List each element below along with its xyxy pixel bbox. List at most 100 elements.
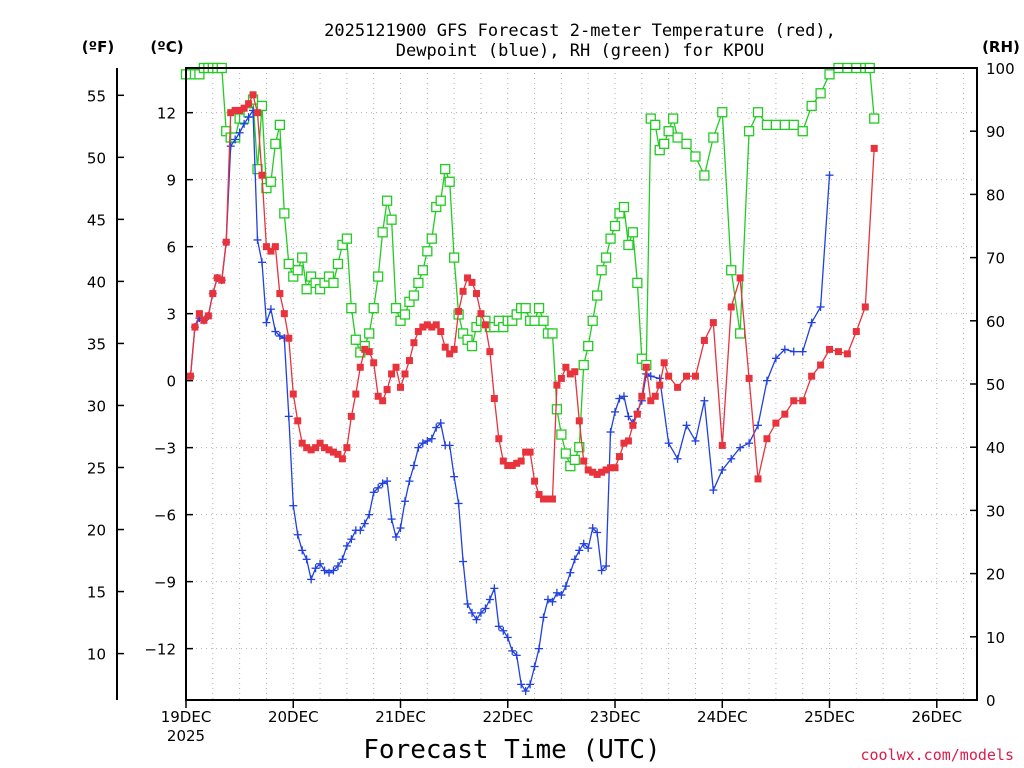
grid xyxy=(186,68,977,700)
dewpoint-point xyxy=(557,591,566,600)
rh-point xyxy=(770,119,782,131)
temperature-point xyxy=(598,468,606,476)
dewpoint-point xyxy=(262,318,271,327)
dewpoint-point xyxy=(579,539,588,548)
temperature-point xyxy=(736,274,744,282)
temperature-point xyxy=(754,475,762,483)
dewpoint-point xyxy=(298,546,307,555)
rh-point xyxy=(256,100,268,112)
dewpoint-point xyxy=(771,354,780,363)
rh-point xyxy=(650,119,661,131)
temperature-point xyxy=(361,345,369,353)
rh-point xyxy=(346,303,357,314)
temperature-point xyxy=(397,383,405,391)
temperature-point xyxy=(213,274,221,282)
rh-point xyxy=(364,328,375,339)
temperature-point xyxy=(365,348,373,356)
dewpoint-point xyxy=(226,142,235,151)
celsius-tick-label: −9 xyxy=(154,574,176,592)
temperature-point xyxy=(495,435,503,443)
temperature-point xyxy=(437,328,445,336)
dewpoint-point xyxy=(673,454,682,463)
dewpoint-point xyxy=(302,555,311,564)
dewpoint-point xyxy=(494,622,503,631)
dewpoint-point xyxy=(414,443,423,452)
series-layer xyxy=(180,62,880,696)
rh-point xyxy=(279,208,290,219)
dewpoint-point xyxy=(436,419,445,428)
celsius-tick-label: 12 xyxy=(157,105,176,123)
rh-point xyxy=(779,119,790,131)
temperature-point xyxy=(347,412,355,420)
dewpoint-point xyxy=(289,501,298,510)
rh-point xyxy=(690,151,701,162)
temperature-point xyxy=(262,243,270,251)
celsius-tick-label: 9 xyxy=(166,172,176,190)
temperature-point xyxy=(870,144,878,152)
dewpoint-point xyxy=(320,566,329,575)
temperature-point xyxy=(343,444,351,452)
rh-tick-label: 70 xyxy=(986,250,1005,268)
temperature-point xyxy=(222,238,230,246)
rh-point xyxy=(547,328,558,339)
temperature-point xyxy=(312,444,320,452)
temperature-point xyxy=(683,372,691,380)
dewpoint-point xyxy=(566,568,575,577)
temperature-point xyxy=(571,368,579,376)
rh-point xyxy=(717,107,728,118)
rh-tick-label: 10 xyxy=(986,629,1005,647)
dewpoint-point xyxy=(584,544,593,553)
dewpoint-point xyxy=(754,421,763,430)
temperature-point xyxy=(267,247,275,255)
dewpoint-point xyxy=(450,472,459,481)
temperature-point xyxy=(236,106,244,114)
x-tick-label: 23DEC xyxy=(590,708,641,726)
credit-link[interactable]: coolwx.com/models xyxy=(860,746,1014,764)
fahrenheit-tick-label: 35 xyxy=(87,335,106,353)
rh-point xyxy=(699,170,710,181)
dewpoint-point xyxy=(700,396,709,405)
temperature-point xyxy=(231,106,239,114)
dewpoint-point xyxy=(231,135,240,144)
temperature-point xyxy=(379,397,387,405)
temperature-point xyxy=(557,374,565,382)
rh-tick-label: 50 xyxy=(986,376,1005,394)
rh-point xyxy=(627,227,639,238)
rh-point xyxy=(618,201,630,213)
temperature-point xyxy=(535,491,543,499)
temperature-point xyxy=(781,410,789,418)
rh-point xyxy=(274,119,285,131)
temperature-point xyxy=(441,343,449,351)
temperature-point xyxy=(303,444,311,452)
rh-point xyxy=(609,220,621,232)
temperature-point xyxy=(204,312,212,320)
temperature-point xyxy=(464,274,472,282)
rh-point xyxy=(591,290,603,301)
rh-point xyxy=(538,315,549,326)
dewpoint-point xyxy=(333,562,342,571)
temperature-point xyxy=(665,372,673,380)
temperature-point xyxy=(316,439,324,447)
temperature-point xyxy=(553,381,561,389)
x-tick-label: 24DEC xyxy=(697,708,748,726)
temperature-point xyxy=(562,363,570,371)
chart-title-line2: Dewpoint (blue), RH (green) for KPOU xyxy=(396,41,764,61)
temperature-point xyxy=(772,419,780,427)
rh-tick-label: 80 xyxy=(986,186,1005,204)
rh-point xyxy=(435,195,446,206)
temperature-point xyxy=(504,462,512,470)
rh-point xyxy=(815,88,826,99)
dewpoint-point xyxy=(664,439,673,448)
dewpoint-point xyxy=(409,461,418,470)
dewpoint-point xyxy=(383,477,392,486)
dewpoint-point xyxy=(329,566,338,575)
temperature-point xyxy=(186,372,194,380)
temperature-point xyxy=(455,307,463,315)
temperature-point xyxy=(620,439,628,447)
rh-point xyxy=(292,265,303,276)
temperature-point xyxy=(642,363,650,371)
dewpoint-point xyxy=(745,439,754,448)
temperature-point xyxy=(656,381,664,389)
rh-point xyxy=(600,252,612,263)
